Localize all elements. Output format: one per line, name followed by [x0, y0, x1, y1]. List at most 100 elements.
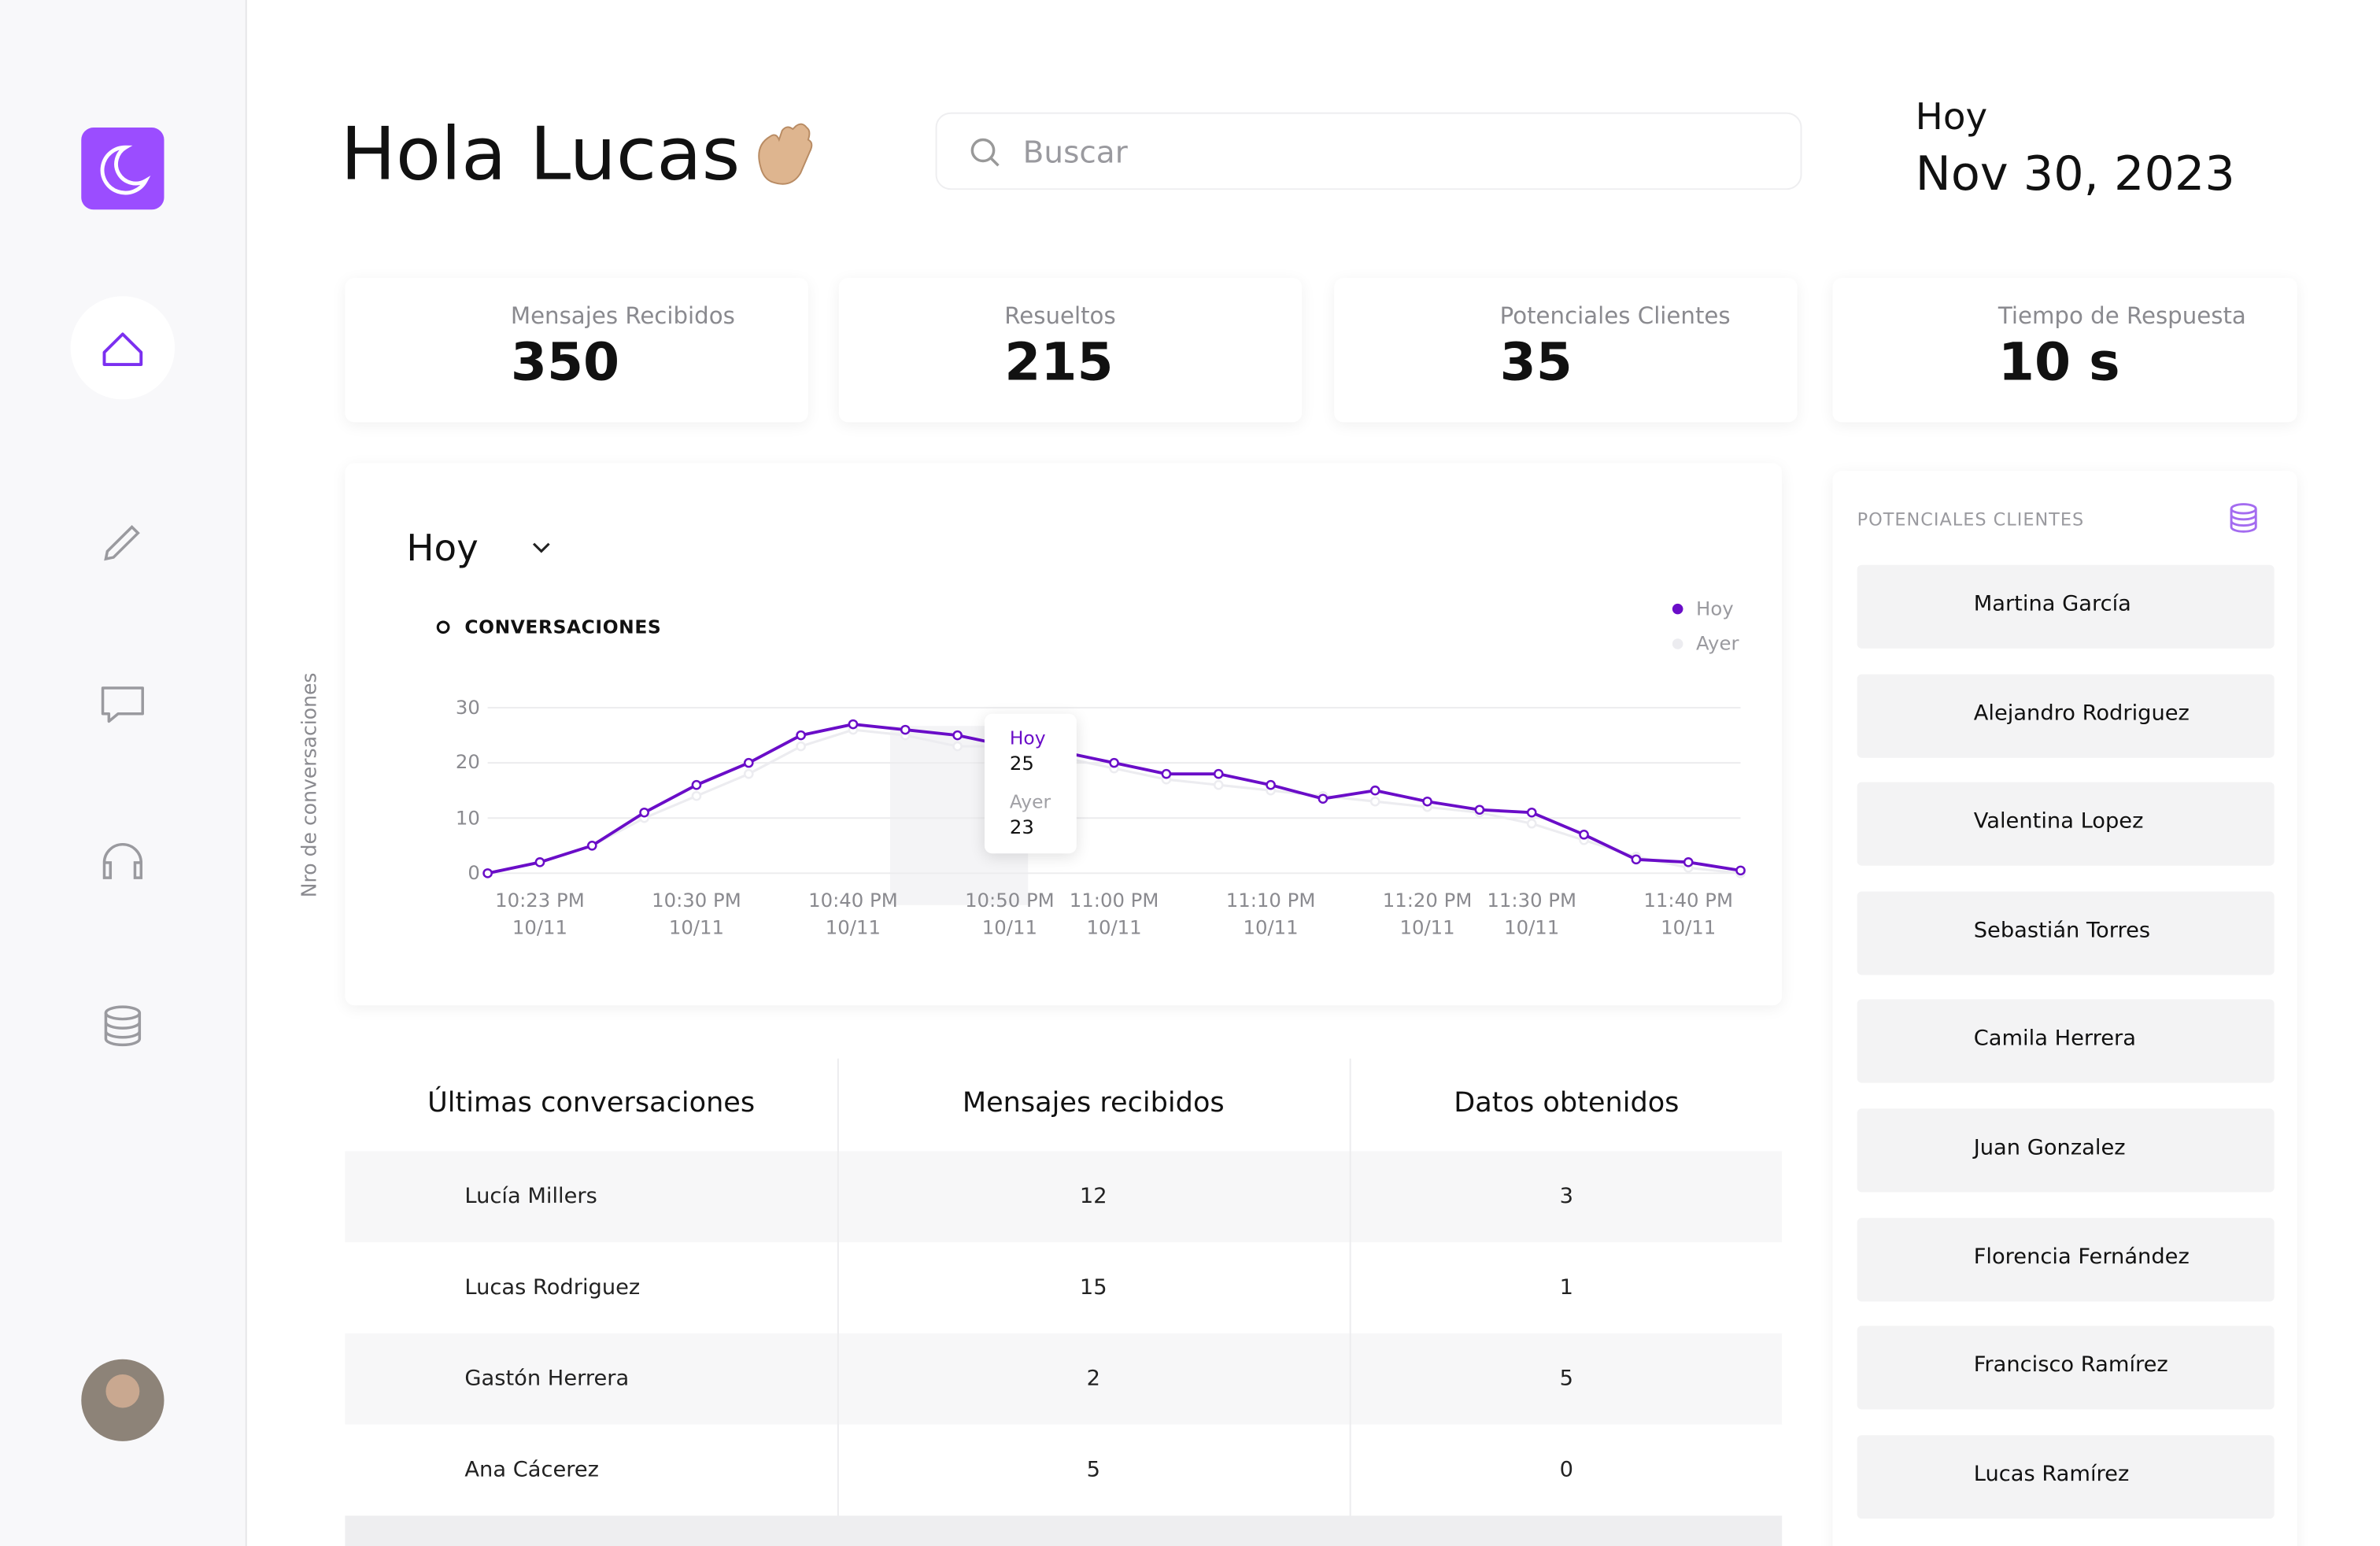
lead-name: Camila Herrera: [1973, 1026, 2136, 1052]
row-name: Ana Cácerez: [464, 1458, 600, 1482]
x-tick-label: 11:40 PM 10/11: [1643, 888, 1734, 939]
stat-card: Tiempo de Respuesta 10 s: [1832, 278, 2297, 423]
y-tick-label: 0: [468, 860, 480, 884]
chart-title: CONVERSACIONES: [464, 616, 662, 638]
row-cell: 0: [1559, 1458, 1574, 1482]
dropdown-arrow[interactable]: [529, 539, 553, 557]
x-tick-label: 10:40 PM 10/11: [808, 888, 898, 939]
lead-item[interactable]: Florencia Fernández: [1857, 1217, 2275, 1301]
row-cell: 3: [1559, 1184, 1574, 1209]
sidebar-icons: [70, 128, 176, 1441]
home-icon: [102, 332, 143, 366]
stat-card: Potenciales Clientes 35: [1334, 278, 1798, 423]
period-select[interactable]: Hoy: [406, 527, 479, 570]
stat-card: Mensajes Recibidos 350: [345, 278, 808, 423]
column-divider: [837, 1058, 839, 1546]
wave-icon: [758, 123, 813, 185]
table-row: [345, 1242, 1783, 1333]
row-cell: 2: [1086, 1367, 1100, 1392]
y-tick-label: 10: [455, 805, 480, 829]
lead-item[interactable]: Lucas Ramírez: [1857, 1434, 2275, 1518]
logo[interactable]: [81, 128, 164, 210]
row-name: Lucas Rodriguez: [464, 1275, 641, 1300]
stat-label: Potenciales Clientes: [1499, 301, 1731, 330]
y-tick-label: 20: [455, 750, 480, 774]
user-avatar-face: [105, 1374, 140, 1408]
y-axis-label: Nro de conversaciones: [298, 672, 323, 898]
row-cell: 5: [1559, 1367, 1574, 1392]
x-tick-label: 11:20 PM 10/11: [1382, 888, 1473, 939]
lead-item[interactable]: Valentina Lopez: [1857, 782, 2275, 867]
leads-db-icon[interactable]: [2227, 501, 2260, 534]
stat-value: 215: [1004, 332, 1114, 394]
date-label: Hoy: [1915, 95, 1988, 139]
tooltip: Hoy 25 Ayer 23: [985, 713, 1077, 854]
stat-label: Resueltos: [1004, 301, 1116, 330]
row-name: Gastón Herrera: [464, 1367, 630, 1392]
edit-icon[interactable]: [104, 525, 140, 561]
lead-name: Sebastián Torres: [1973, 918, 2151, 943]
lead-item[interactable]: Juan Gonzalez: [1857, 1108, 2275, 1193]
lead-item[interactable]: Martina García: [1857, 564, 2275, 649]
support-icon[interactable]: [102, 843, 143, 879]
column-divider: [1349, 1058, 1351, 1546]
row-cell: 5: [1086, 1458, 1100, 1482]
stat-value: 10 s: [1998, 332, 2120, 394]
lead-item[interactable]: Camila Herrera: [1857, 1000, 2275, 1084]
y-tick-label: 30: [455, 695, 480, 719]
legend-label: Ayer: [1696, 631, 1739, 655]
lead-name: Florencia Fernández: [1973, 1245, 2190, 1270]
home-button[interactable]: [70, 296, 176, 400]
table-footer: [345, 1515, 1783, 1546]
chat-icon[interactable]: [101, 686, 144, 723]
x-tick-label: 10:50 PM 10/11: [965, 888, 1055, 939]
greeting: Hola Lucas: [340, 112, 741, 198]
lead-name: Francisco Ramírez: [1973, 1353, 2168, 1378]
x-tick-label: 10:23 PM 10/11: [495, 888, 585, 939]
x-tick-label: 11:30 PM 10/11: [1487, 888, 1577, 939]
lead-item[interactable]: Francisco Ramírez: [1857, 1326, 2275, 1410]
tooltip-value: 23: [1009, 816, 1034, 838]
date: Nov 30, 2023: [1915, 147, 2235, 202]
logo-moon: [100, 145, 151, 195]
row-cell: 1: [1559, 1275, 1574, 1300]
title-dot: [436, 620, 450, 634]
tooltip-series: Hoy: [1009, 727, 1046, 749]
lead-name: Martina García: [1973, 592, 2131, 617]
row-name: Lucía Millers: [464, 1184, 597, 1209]
lead-name: Alejandro Rodriguez: [1973, 701, 2190, 726]
lead-name: Lucas Ramírez: [1973, 1462, 2130, 1487]
stat-label: Tiempo de Respuesta: [1998, 301, 2246, 330]
lead-name: Valentina Lopez: [1973, 809, 2144, 834]
table-header: Datos obtenidos: [1454, 1087, 1680, 1119]
search-icon: [970, 138, 1000, 167]
sidebar: [0, 0, 247, 1546]
row-cell: 12: [1079, 1184, 1107, 1209]
table-row: [345, 1424, 1783, 1516]
leads-title: POTENCIALES CLIENTES: [1857, 509, 2085, 531]
tooltip-series: Ayer: [1009, 791, 1051, 813]
legend-label: Hoy: [1696, 597, 1734, 620]
stat-value: 350: [510, 332, 620, 394]
x-tick-label: 10:30 PM 10/11: [652, 888, 741, 939]
table-row: [345, 1333, 1783, 1425]
x-tick-label: 11:00 PM 10/11: [1069, 888, 1159, 939]
lead-item[interactable]: Alejandro Rodriguez: [1857, 673, 2275, 757]
row-cell: 15: [1079, 1275, 1107, 1300]
stat-value: 35: [1499, 332, 1572, 394]
lead-name: Juan Gonzalez: [1973, 1136, 2126, 1160]
table-header: Mensajes recibidos: [962, 1087, 1225, 1119]
search-placeholder: Buscar: [1022, 133, 1128, 171]
table-row: [345, 1151, 1783, 1243]
stat-card: Resueltos 215: [838, 278, 1303, 423]
table-header: Últimas conversaciones: [427, 1087, 756, 1119]
stat-label: Mensajes Recibidos: [510, 301, 735, 330]
search-box[interactable]: Buscar: [935, 112, 1802, 190]
tooltip-value: 25: [1009, 752, 1034, 775]
x-tick-label: 11:10 PM 10/11: [1225, 888, 1316, 939]
lead-item[interactable]: Sebastián Torres: [1857, 891, 2275, 975]
table-header-bg: [345, 1058, 1783, 1152]
database-icon[interactable]: [104, 1005, 142, 1047]
